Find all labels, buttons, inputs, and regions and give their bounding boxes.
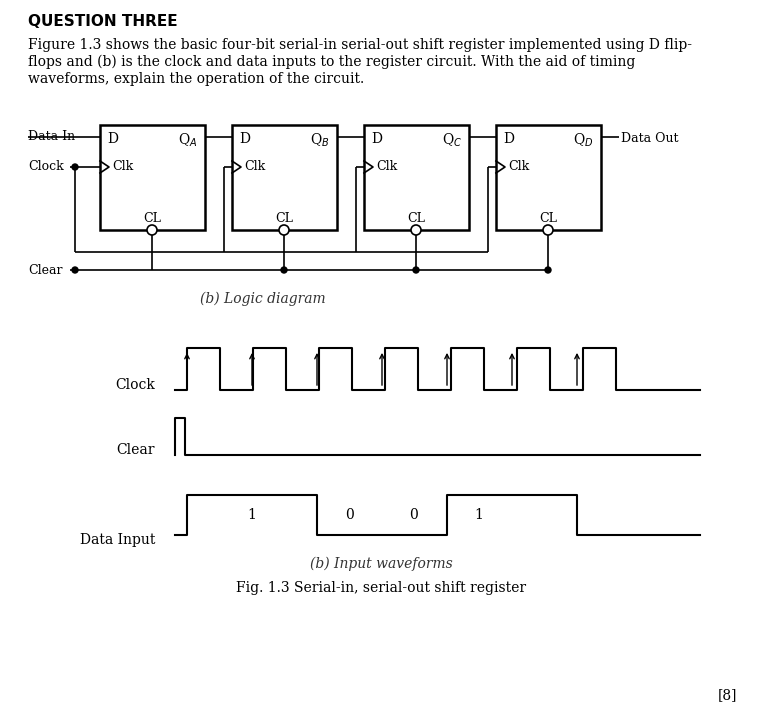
Text: CL: CL (407, 212, 425, 225)
Text: (b) Input waveforms: (b) Input waveforms (310, 557, 452, 571)
Text: 1: 1 (475, 508, 483, 522)
Circle shape (72, 267, 78, 273)
Text: CL: CL (143, 212, 161, 225)
Circle shape (411, 225, 421, 235)
Text: flops and (b) is the clock and data inputs to the register circuit. With the aid: flops and (b) is the clock and data inpu… (28, 55, 635, 69)
Text: Clear: Clear (28, 264, 62, 276)
Text: 0: 0 (345, 508, 353, 522)
Text: Clear: Clear (116, 443, 155, 457)
Text: Q$_B$: Q$_B$ (310, 132, 330, 149)
Circle shape (543, 225, 553, 235)
Circle shape (545, 267, 551, 273)
Circle shape (281, 267, 287, 273)
Bar (364, 125, 469, 230)
Bar (232, 125, 337, 230)
Text: Data In: Data In (28, 130, 75, 143)
Bar (496, 125, 601, 230)
Text: D: D (371, 132, 382, 146)
Text: waveforms, explain the operation of the circuit.: waveforms, explain the operation of the … (28, 72, 365, 86)
Text: 0: 0 (409, 508, 419, 522)
Text: Q$_A$: Q$_A$ (179, 132, 198, 149)
Text: Clock: Clock (28, 161, 64, 173)
Text: Clk: Clk (112, 161, 133, 173)
Text: (b) Logic diagram: (b) Logic diagram (200, 292, 326, 307)
Text: Q$_C$: Q$_C$ (441, 132, 462, 149)
Text: D: D (239, 132, 250, 146)
Text: QUESTION THREE: QUESTION THREE (28, 14, 177, 29)
Text: D: D (503, 132, 514, 146)
Text: 1: 1 (247, 508, 256, 522)
Text: CL: CL (539, 212, 557, 225)
Text: Q$_D$: Q$_D$ (574, 132, 594, 149)
Circle shape (72, 164, 78, 170)
Bar (100, 125, 205, 230)
Text: Data Out: Data Out (621, 132, 679, 145)
Text: Clk: Clk (376, 161, 397, 173)
Circle shape (279, 225, 289, 235)
Text: Data Input: Data Input (80, 533, 155, 547)
Text: Clk: Clk (244, 161, 266, 173)
Text: Clock: Clock (115, 378, 155, 392)
Text: Clk: Clk (508, 161, 529, 173)
Text: [8]: [8] (718, 688, 737, 702)
Text: CL: CL (275, 212, 293, 225)
Circle shape (413, 267, 419, 273)
Circle shape (147, 225, 157, 235)
Text: Figure 1.3 shows the basic four-bit serial-in serial-out shift register implemen: Figure 1.3 shows the basic four-bit seri… (28, 38, 692, 52)
Text: D: D (107, 132, 118, 146)
Text: Fig. 1.3 Serial-in, serial-out shift register: Fig. 1.3 Serial-in, serial-out shift reg… (236, 581, 526, 595)
